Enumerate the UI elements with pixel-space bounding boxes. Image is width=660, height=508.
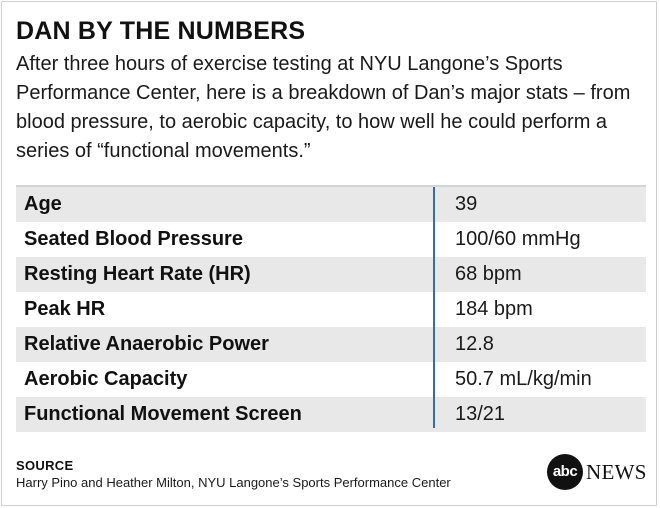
stat-label: Peak HR: [24, 298, 106, 320]
graphic-title: DAN BY THE NUMBERS: [16, 17, 306, 45]
stat-label: Functional Movement Screen: [24, 403, 302, 425]
stat-label: Seated Blood Pressure: [24, 228, 243, 250]
source-credit: Harry Pino and Heather Milton, NYU Lango…: [16, 475, 451, 490]
stat-value: 68 bpm: [455, 263, 522, 285]
table-row: Functional Movement Screen 13/21: [16, 397, 646, 432]
intro-paragraph: After three hours of exercise testing at…: [16, 53, 631, 162]
stat-value: 12.8: [455, 333, 494, 355]
stat-value: 50.7 mL/kg/min: [455, 368, 592, 390]
abc-news-logo: abc NEWS: [547, 454, 649, 490]
stat-label: Age: [24, 193, 62, 215]
stat-label: Relative Anaerobic Power: [24, 333, 269, 355]
stat-value: 184 bpm: [455, 298, 533, 320]
table-row: Resting Heart Rate (HR) 68 bpm: [16, 257, 646, 292]
news-wordmark: NEWS: [586, 460, 647, 484]
stat-label: Aerobic Capacity: [24, 368, 188, 390]
source-heading: SOURCE: [16, 458, 74, 473]
table-row: Age 39: [16, 187, 646, 222]
stat-value: 100/60 mmHg: [455, 228, 581, 250]
table-row: Relative Anaerobic Power 12.8: [16, 327, 646, 362]
table-row: Peak HR 184 bpm: [16, 292, 646, 327]
table-row: Aerobic Capacity 50.7 mL/kg/min: [16, 362, 646, 397]
abc-logo-disc: abc: [547, 454, 583, 490]
stats-table: Age 39 Seated Blood Pressure 100/60 mmHg…: [16, 185, 646, 432]
stat-label: Resting Heart Rate (HR): [24, 263, 251, 285]
table-row: Seated Blood Pressure 100/60 mmHg: [16, 222, 646, 257]
stat-value: 39: [455, 193, 478, 215]
stat-value: 13/21: [455, 403, 506, 425]
column-divider: [433, 187, 435, 428]
